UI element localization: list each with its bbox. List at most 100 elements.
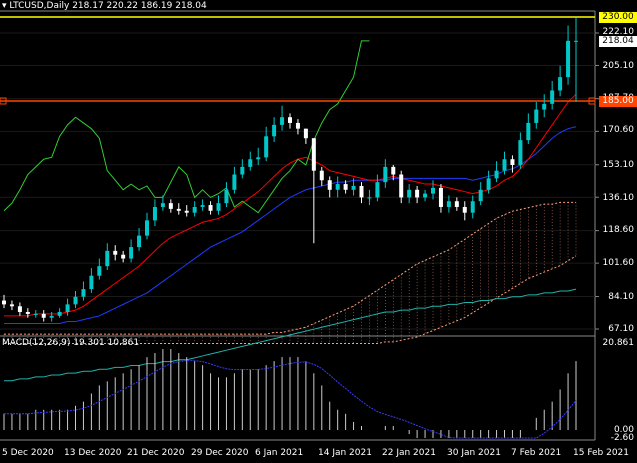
date-tick: 29 Dec 2020 xyxy=(191,448,249,458)
date-tick: 6 Jan 2021 xyxy=(255,448,304,458)
date-tick: 22 Jan 2021 xyxy=(382,448,436,458)
candle-body xyxy=(534,109,539,123)
candle-body xyxy=(33,313,38,315)
candle-body xyxy=(542,103,547,110)
candle-body xyxy=(343,184,348,190)
price-tick: 222.10 xyxy=(602,27,635,37)
candle-body xyxy=(25,312,30,314)
candle-body xyxy=(367,197,372,199)
candle-body xyxy=(160,203,165,207)
candle-body xyxy=(558,77,563,91)
candle-body xyxy=(478,189,483,202)
candle-body xyxy=(49,315,54,318)
date-tick: 5 Dec 2020 xyxy=(2,448,54,458)
date-tick: 13 Dec 2020 xyxy=(64,448,122,458)
candle-body xyxy=(574,40,578,42)
candle-body xyxy=(351,185,356,190)
candles xyxy=(2,17,578,322)
candle-body xyxy=(184,210,189,213)
ohlc-values: 218.17 220.22 186.19 218.04 xyxy=(72,1,207,11)
candle-body xyxy=(57,312,62,316)
date-tick: 15 Feb 2021 xyxy=(573,448,630,458)
axis-tick-marks xyxy=(595,32,599,330)
header-arrow-icon: ▾ xyxy=(2,1,7,11)
candle-body xyxy=(399,174,404,198)
candle-body xyxy=(415,189,420,198)
candle-body xyxy=(431,187,435,194)
candle-body xyxy=(248,159,253,167)
plot-frame xyxy=(0,10,596,441)
candle-body xyxy=(137,235,142,248)
macd-histogram xyxy=(3,349,577,439)
date-tick: 7 Feb 2021 xyxy=(511,448,562,458)
price-tick: 101.60 xyxy=(602,258,635,268)
symbol-timeframe: LTCUSD,Daily xyxy=(9,1,70,11)
candle-body xyxy=(295,122,300,129)
candle-body xyxy=(391,166,396,175)
candle-body xyxy=(264,136,269,158)
candle-body xyxy=(240,166,245,175)
candle-body xyxy=(486,178,491,190)
support-level-handle xyxy=(588,97,596,105)
candle-body xyxy=(2,300,6,305)
candle-body xyxy=(121,254,126,259)
candle-body xyxy=(81,289,86,297)
candle-body xyxy=(319,170,324,181)
macd-header: MACD(12,26,9) 19.301 10.861 xyxy=(2,338,140,348)
candle-body xyxy=(375,182,380,198)
candle-body xyxy=(335,184,340,190)
horizontal-levels[interactable] xyxy=(0,16,596,105)
macd-tick: -2.60 xyxy=(610,433,634,443)
date-tick: 30 Jan 2021 xyxy=(447,448,501,458)
candle-body xyxy=(407,189,412,198)
support-price-box[interactable]: 185.00 xyxy=(599,96,637,107)
candle-body xyxy=(65,304,70,313)
candle-body xyxy=(518,140,523,165)
candle-body xyxy=(168,203,173,209)
candle-body xyxy=(502,159,507,171)
price-tick: 67.10 xyxy=(608,324,634,334)
resistance-price-box[interactable]: 230.00 xyxy=(599,12,637,23)
candle-body xyxy=(383,166,388,183)
chart-header: ▾ LTCUSD,Daily 218.17 220.22 186.19 218.… xyxy=(2,1,207,11)
candle-body xyxy=(470,201,475,213)
price-tick: 84.10 xyxy=(608,292,634,302)
candle-body xyxy=(359,185,364,198)
candle-body xyxy=(303,128,308,139)
candle-body xyxy=(446,201,451,207)
candle-body xyxy=(232,174,237,190)
candle-body xyxy=(566,40,571,78)
price-tick: 136.10 xyxy=(602,193,635,203)
support-level-handle xyxy=(0,97,7,105)
candle-body xyxy=(494,170,499,179)
lagging-span-line xyxy=(3,40,370,214)
candle-body xyxy=(510,159,515,165)
ichimoku-cloud xyxy=(3,201,577,345)
current-price-box[interactable]: 218.04 xyxy=(599,36,637,47)
candle-body xyxy=(89,275,94,290)
candle-body xyxy=(97,266,102,276)
price-tick: 153.10 xyxy=(602,160,635,170)
candle-body xyxy=(176,208,181,211)
candle-body xyxy=(192,206,197,213)
candle-body xyxy=(129,247,134,259)
candle-body xyxy=(272,124,277,137)
candle-body xyxy=(423,193,428,198)
candle-body xyxy=(256,157,261,160)
candle-body xyxy=(454,201,459,207)
candle-body xyxy=(113,250,118,255)
macd-tick: 20.861 xyxy=(602,338,635,348)
price-tick: 170.60 xyxy=(602,125,635,135)
candle-body xyxy=(280,117,285,125)
candle-body xyxy=(288,117,292,123)
ma-slow-line xyxy=(4,288,577,382)
candle-body xyxy=(73,296,78,305)
ma-mid-line xyxy=(4,126,577,324)
candle-body xyxy=(526,122,531,141)
candle-body xyxy=(550,90,555,104)
candle-body xyxy=(224,189,229,204)
candle-body xyxy=(105,250,110,267)
candle-body xyxy=(208,205,213,211)
candle-body xyxy=(216,203,221,211)
